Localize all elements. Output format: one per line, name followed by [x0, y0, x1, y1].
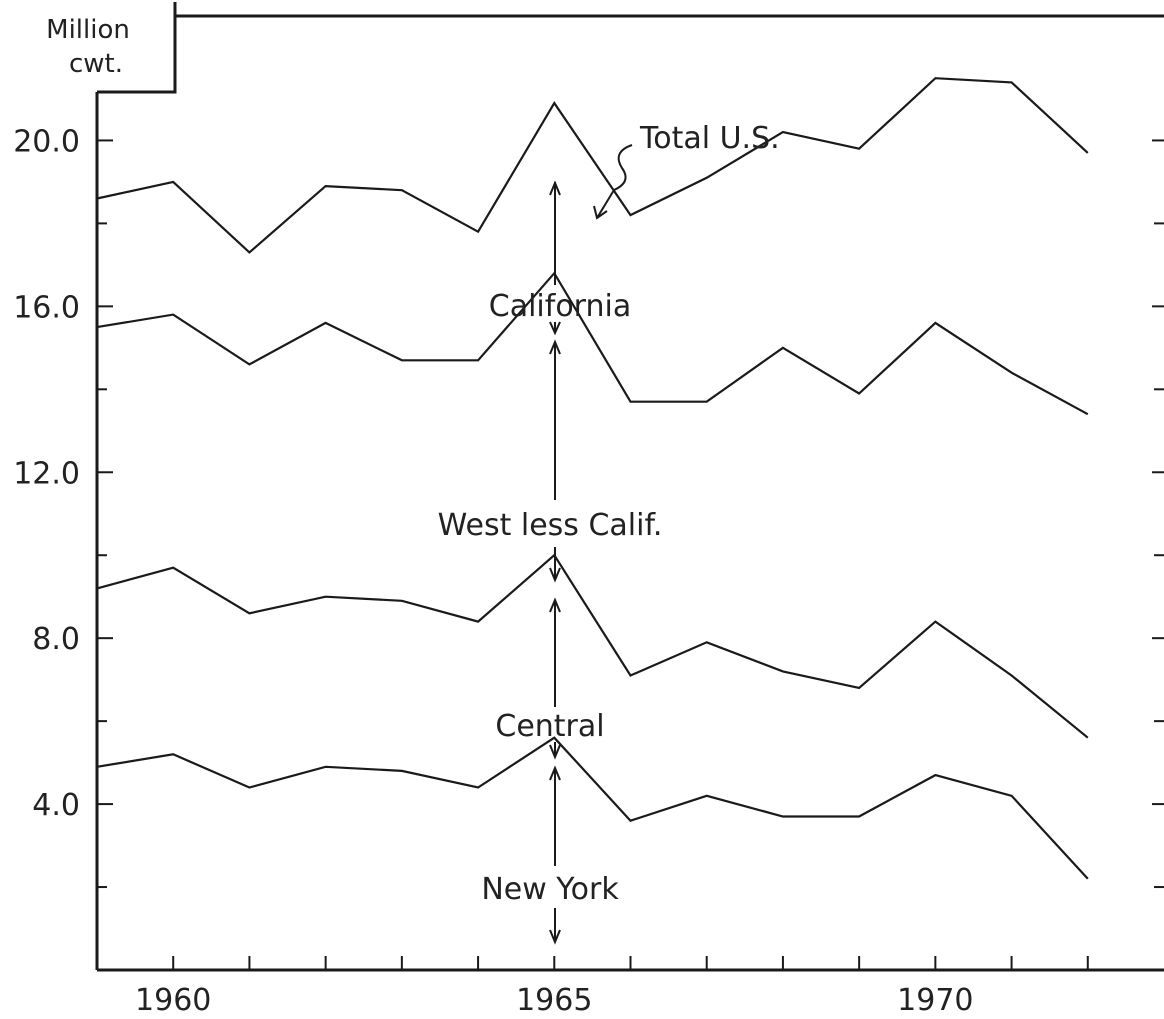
y-tick-label: 20.0 — [13, 124, 80, 159]
axis-ticks: 4.0 8.0 12.0 16.0 20.0 1960 1965 1970 — [13, 124, 1164, 1018]
x-tick-label: 1960 — [135, 983, 211, 1018]
series-line-central — [96, 736, 1089, 880]
x-tick-label: 1970 — [897, 983, 973, 1018]
series-line-california — [96, 271, 1089, 416]
series-line-total-u-s — [96, 77, 1089, 254]
y-tick-label: 16.0 — [13, 290, 80, 325]
unit-label-box: Million cwt. — [46, 2, 177, 94]
label-california: California — [489, 289, 631, 324]
arrowhead — [549, 597, 561, 613]
arrowhead — [549, 180, 561, 196]
y-tick-label: 8.0 — [32, 622, 80, 657]
series-lines — [96, 77, 1089, 880]
arrowhead — [549, 929, 561, 945]
arrowhead — [549, 321, 561, 336]
label-central: Central — [495, 709, 604, 744]
arrowhead — [549, 567, 561, 583]
series-line-west-less-calif — [96, 553, 1089, 739]
arrowhead — [549, 339, 561, 355]
y-tick-label: 4.0 — [32, 788, 80, 823]
y-tick-label: 12.0 — [13, 456, 80, 491]
label-west-less-calif: West less Calif. — [438, 508, 663, 543]
total-us-pointer-head — [593, 205, 608, 220]
arrowhead — [549, 765, 561, 781]
total-us-pointer — [596, 144, 633, 219]
x-tick-label: 1965 — [516, 983, 592, 1018]
label-new-york: New York — [481, 872, 619, 907]
arrowhead — [549, 744, 561, 760]
label-total-us: Total U.S. — [639, 121, 780, 156]
band-annotations: Total U.S. California West less Calif. C… — [438, 121, 780, 945]
unit-label-line-1: Million — [46, 15, 130, 45]
unit-label-line-2: cwt. — [69, 49, 123, 79]
